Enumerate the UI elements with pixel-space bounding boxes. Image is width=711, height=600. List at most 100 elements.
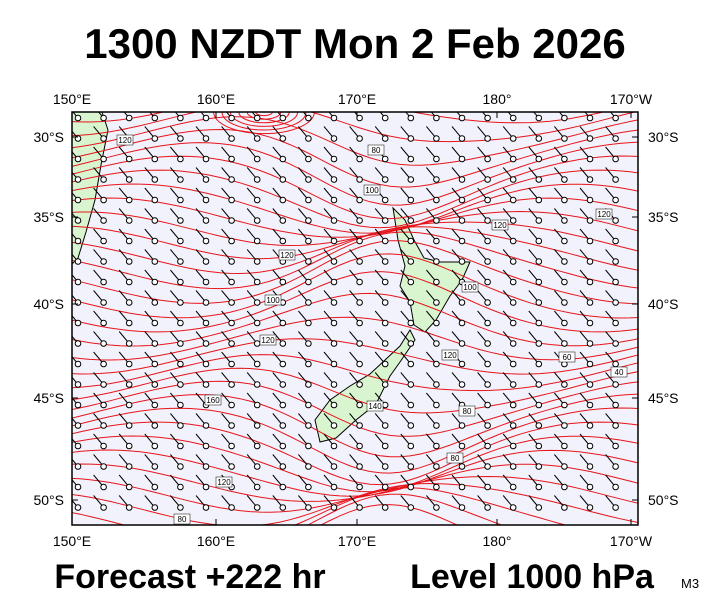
- barb-station: [74, 114, 82, 122]
- barb-station: [509, 422, 517, 429]
- barb-station: [305, 196, 312, 204]
- barb-station: [253, 217, 261, 224]
- barb-station: [535, 483, 543, 491]
- barb-station: [330, 360, 338, 368]
- barb-station: [151, 401, 159, 409]
- contour-label-box: [595, 208, 613, 220]
- barb-station: [100, 504, 107, 511]
- barb-station: [125, 422, 133, 429]
- barb-station: [433, 401, 440, 409]
- barb-station: [484, 340, 491, 347]
- barb-station: [177, 422, 184, 429]
- barb-station: [279, 360, 287, 368]
- isobar: [72, 183, 638, 234]
- barb-station: [612, 258, 619, 265]
- barb-station: [253, 504, 261, 511]
- barb-station: [586, 278, 594, 286]
- barb-station: [535, 299, 543, 306]
- barb-station: [484, 135, 491, 142]
- barb-station: [177, 217, 184, 224]
- barb-station: [484, 319, 491, 327]
- barb-station: [125, 114, 133, 122]
- isobars: [72, 112, 638, 525]
- barb-station: [330, 155, 338, 163]
- contour-labels: 120 80 100 120 120 120 100 100 120 120 140 160 60 40 8…: [116, 134, 628, 525]
- bottom-label: 150°E: [53, 533, 91, 549]
- barb-station: [356, 278, 363, 286]
- barb-station: [612, 278, 619, 286]
- contour-label-box: [259, 334, 277, 346]
- barb-station: [279, 442, 287, 450]
- barb-station: [151, 217, 159, 224]
- barb-station: [484, 258, 491, 265]
- barb-station: [535, 319, 543, 327]
- barb-station: [484, 299, 491, 306]
- isobar: [72, 292, 638, 347]
- barb-station: [125, 176, 133, 183]
- barb-station: [509, 237, 517, 245]
- barb-station: [433, 422, 440, 429]
- barb-station: [458, 504, 466, 511]
- barb-station: [228, 319, 235, 327]
- barb-station: [586, 196, 594, 204]
- barb-station: [202, 381, 210, 388]
- barb-station: [509, 442, 517, 450]
- contour-label-box: [491, 219, 509, 231]
- barb-station: [177, 340, 184, 347]
- barb-station: [356, 360, 363, 368]
- right-label: 30°S: [648, 129, 679, 145]
- barb-station: [433, 135, 440, 142]
- barb-station: [509, 483, 517, 491]
- barb-station: [253, 340, 261, 347]
- barb-station: [612, 217, 619, 224]
- barb-station: [561, 463, 568, 470]
- barb-station: [612, 114, 619, 122]
- barb-station: [177, 278, 184, 286]
- barb-station: [253, 381, 261, 388]
- barb-station: [381, 217, 389, 224]
- barb-station: [177, 401, 184, 409]
- barb-station: [100, 463, 107, 470]
- barb-station: [458, 483, 466, 491]
- barb-station: [279, 504, 287, 511]
- isobar: [72, 112, 606, 124]
- barb-station: [177, 114, 184, 122]
- barb-station: [458, 340, 466, 347]
- barb-station: [253, 135, 261, 142]
- barb-station: [381, 319, 389, 327]
- contour-label: 140: [368, 402, 382, 411]
- barb-station: [356, 463, 363, 470]
- barb-station: [509, 340, 517, 347]
- contour-label-box: [363, 184, 381, 196]
- barb-station: [433, 299, 440, 306]
- barb-station: [177, 360, 184, 368]
- isobar: [72, 253, 638, 319]
- isobar: [72, 226, 638, 275]
- barb-station: [509, 217, 517, 224]
- barb-station: [100, 401, 107, 409]
- barb-station: [151, 483, 159, 491]
- barb-station: [612, 196, 619, 204]
- barb-station: [612, 176, 619, 183]
- barb-station: [586, 401, 594, 409]
- isobar: [319, 504, 459, 525]
- barb-station: [458, 422, 466, 429]
- barb-station: [228, 360, 235, 368]
- barb-station: [509, 360, 517, 368]
- barb-station: [535, 135, 543, 142]
- barb-station: [356, 176, 363, 183]
- barb-station: [535, 360, 543, 368]
- forecast-label: Forecast +222 hr: [54, 558, 325, 596]
- barb-station: [586, 135, 594, 142]
- barb-station: [458, 237, 466, 245]
- barb-station: [381, 155, 389, 163]
- barb-station: [151, 340, 159, 347]
- barb-station: [177, 483, 184, 491]
- isobar: [72, 482, 638, 525]
- barb-station: [458, 319, 466, 327]
- barb-station: [407, 258, 415, 265]
- barb-station: [612, 381, 619, 388]
- barb-station: [305, 155, 312, 163]
- barb-station: [381, 135, 389, 142]
- barb-station: [228, 258, 235, 265]
